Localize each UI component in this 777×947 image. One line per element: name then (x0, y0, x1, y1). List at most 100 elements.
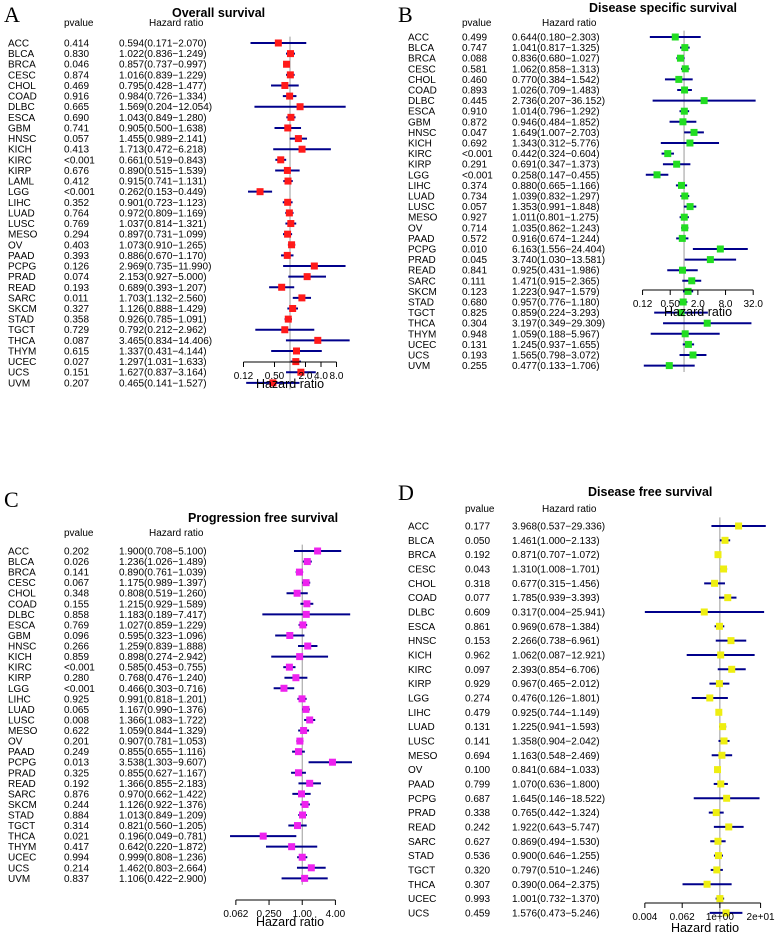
hazard-ratio-label: 2.736(0.207−36.152) (512, 96, 605, 107)
table-row: PCPG 0.010 6.163(1.556−24.404) (408, 245, 748, 256)
hazard-ratio-label: 1.014(0.796−1.292) (512, 107, 600, 118)
pvalue-label: <0.001 (462, 149, 493, 160)
pvalue-label: 0.192 (465, 550, 490, 561)
cancer-type-label: BRCA (8, 60, 36, 71)
pvalue-label: 0.414 (64, 39, 89, 50)
cancer-type-label: BRCA (408, 550, 436, 561)
cancer-type-label: CESC (8, 578, 36, 589)
cancer-type-label: PAAD (408, 779, 435, 790)
cancer-type-label: DLBC (8, 102, 35, 113)
hazard-ratio-label: 1.627(0.837−3.164) (119, 368, 207, 379)
cancer-type-label: KIRC (8, 663, 32, 674)
pvalue-label: 0.077 (465, 593, 490, 604)
cancer-type-label: DLBC (408, 607, 435, 618)
cancer-type-label: ACC (408, 33, 429, 44)
hazard-ratio-label: 0.792(0.212−2.962) (119, 325, 207, 336)
pvalue-label: 0.131 (462, 340, 487, 351)
pvalue-label: 0.676 (64, 166, 89, 177)
table-row: ESCA 0.690 1.043(0.849−1.280) (8, 113, 296, 124)
hazard-ratio-label: 1.126(0.888−1.429) (119, 304, 207, 315)
hr-point (681, 65, 689, 73)
table-row: HNSC 0.266 1.259(0.839−1.888) (8, 642, 318, 653)
table-row: THCA 0.087 3.465(0.834−14.406) (8, 336, 350, 347)
x-axis: 0.004 0.062 1e+00 2e+01 Hazard ratio (632, 902, 775, 935)
cancer-type-label: UCS (8, 863, 29, 874)
hazard-ratio-label: 0.999(0.808−1.236) (119, 853, 207, 864)
cancer-type-label: MESO (8, 230, 38, 241)
table-row: HNSC 0.153 2.266(0.738−6.961) (408, 636, 747, 647)
pvalue-label: 0.266 (64, 642, 89, 653)
cancer-type-label: UCS (8, 368, 29, 379)
table-row: ESCA 0.769 1.027(0.859−1.229) (8, 620, 308, 631)
hazard-ratio-label: 3.740(1.030−13.581) (512, 255, 605, 266)
x-axis-title: Hazard ratio (671, 921, 739, 935)
pvalue-label: 0.280 (64, 673, 89, 684)
x-tick-label: 32.0 (743, 299, 763, 310)
pvalue-label: 0.469 (64, 81, 89, 92)
table-row: CESC 0.874 1.016(0.839−1.229) (8, 70, 295, 81)
pvalue-label: 0.665 (64, 102, 89, 113)
pvalue-label: <0.001 (64, 187, 95, 198)
table-row: KIRC <0.001 0.442(0.324−0.604) (408, 149, 674, 160)
pvalue-label: 0.202 (64, 547, 89, 558)
hazard-ratio-label: 1.027(0.859−1.229) (119, 620, 207, 631)
cancer-type-label: OV (8, 737, 23, 748)
cancer-type-label: ESCA (408, 622, 436, 633)
cancer-type-label: UVM (8, 874, 30, 885)
pvalue-label: 0.291 (462, 160, 487, 171)
hr-point (286, 631, 294, 639)
pvalue-label: 0.043 (465, 564, 490, 575)
pvalue-label: 0.177 (465, 522, 490, 533)
hazard-ratio-label: 1.461(1.000−2.133) (512, 536, 600, 547)
cancer-type-label: MESO (8, 726, 38, 737)
hr-point (717, 780, 725, 788)
x-tick-label: 8.0 (719, 299, 733, 310)
hazard-ratio-label: 0.905(0.500−1.638) (119, 123, 207, 134)
hazard-ratio-label: 1.703(1.132−2.560) (119, 293, 207, 304)
pvalue-label: 0.374 (462, 181, 487, 192)
pvalue-label: 0.714 (462, 223, 487, 234)
pvalue-label: 0.352 (64, 198, 89, 209)
pvalue-label: 0.690 (64, 113, 89, 124)
hazard-ratio-label: 1.225(0.941−1.593) (512, 722, 600, 733)
panel-a: A Overall survival pvalue Hazard ratio ACC 0.… (4, 2, 350, 391)
x-tick-label: 0.250 (257, 909, 282, 920)
pvalue-label: 0.111 (462, 276, 486, 287)
x-tick-label: 1e+00 (706, 912, 735, 923)
pvalue-label: 0.412 (64, 177, 89, 188)
pvalue-label: 0.027 (64, 357, 89, 368)
hazard-ratio-label: 1.175(0.989−1.397) (119, 578, 207, 589)
table-row: LUAD 0.734 1.039(0.832−1.297) (408, 192, 690, 203)
hazard-ratio-label: 1.343(0.312−5.776) (512, 139, 600, 150)
pvalue-label: 0.769 (64, 219, 89, 230)
pvalue-label: 0.884 (64, 811, 89, 822)
pvalue-label: 0.050 (465, 536, 490, 547)
hr-point (303, 558, 311, 566)
table-row: TGCT 0.320 0.797(0.510−1.246) (408, 865, 723, 876)
pvalue-label: 0.074 (64, 272, 89, 283)
hr-point (714, 837, 722, 845)
hr-point (302, 610, 310, 618)
panel-title: Overall survival (172, 6, 265, 20)
cancer-type-label: THCA (8, 832, 36, 843)
pvalue-label: 0.008 (64, 715, 89, 726)
cancer-type-label: LGG (8, 187, 29, 198)
hr-point (277, 156, 285, 164)
hazard-ratio-label: 1.455(0.989−2.141) (119, 134, 207, 145)
hazard-ratio-label: 0.677(0.315−1.456) (512, 579, 600, 590)
cancer-type-label: PRAD (408, 808, 436, 819)
hr-point (676, 54, 684, 62)
hazard-ratio-label: 1.245(0.937−1.655) (512, 340, 600, 351)
table-row: PRAD 0.045 3.740(1.030−13.581) (408, 255, 737, 266)
table-row: CHOL 0.460 0.770(0.384−1.542) (408, 75, 693, 86)
table-row: UCEC 0.131 1.245(0.937−1.655) (408, 340, 695, 351)
hr-point (678, 266, 686, 274)
hr-point (677, 181, 685, 189)
hr-point (728, 665, 736, 673)
pvalue-label: 0.358 (64, 315, 89, 326)
pvalue-label: 0.479 (465, 708, 490, 719)
pvalue-label: <0.001 (64, 155, 95, 166)
table-row: CHOL 0.469 0.795(0.428−1.477) (8, 81, 299, 92)
cancer-type-label: THCA (408, 319, 436, 330)
cancer-type-label: STAD (408, 851, 434, 862)
